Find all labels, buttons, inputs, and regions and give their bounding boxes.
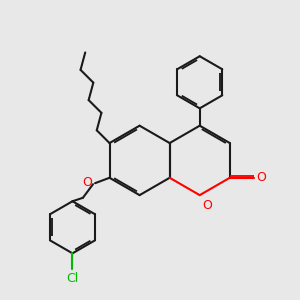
Text: O: O [82,176,92,189]
Text: O: O [202,199,212,212]
Text: O: O [256,171,266,184]
Text: Cl: Cl [66,272,79,285]
